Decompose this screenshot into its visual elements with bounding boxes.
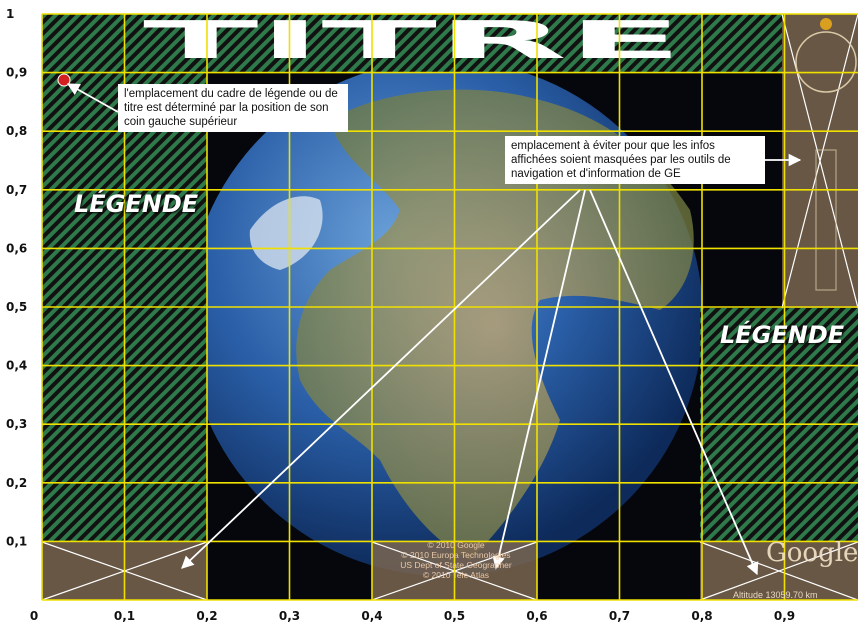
x-tick-label: 0,8 bbox=[691, 609, 712, 623]
arrow-to-bottom-center bbox=[492, 189, 586, 570]
x-tick-label: 0,1 bbox=[114, 609, 135, 623]
credit-line: US Dept of State Geographer bbox=[400, 560, 512, 570]
callout-corner: l'emplacement du cadre de légende ou de … bbox=[118, 84, 348, 132]
y-tick-label: 0,7 bbox=[6, 183, 27, 197]
y-tick-label: 0,3 bbox=[6, 417, 27, 431]
globe-cloud bbox=[249, 196, 323, 270]
map-credits: © 2010 Google © 2010 Europa Technologies… bbox=[376, 540, 536, 580]
legend-label-left: LÉGENDE bbox=[74, 190, 199, 218]
corner-marker-icon bbox=[57, 73, 71, 87]
y-tick-label: 0,5 bbox=[6, 300, 27, 314]
nav-zone-crosses bbox=[41, 13, 858, 601]
y-tick-label: 0,1 bbox=[6, 534, 27, 548]
y-tick-label: 0,8 bbox=[6, 124, 27, 138]
globe-landmass bbox=[296, 89, 694, 560]
y-axis-labels: 1 0,9 0,8 0,7 0,6 0,5 0,4 0,3 0,2 0,1 bbox=[6, 7, 27, 548]
x-tick-label: 0,3 bbox=[279, 609, 300, 623]
x-axis-labels: 0 0,1 0,2 0,3 0,4 0,5 0,6 0,7 0,8 0,9 bbox=[30, 609, 795, 623]
altitude-readout: Altitude 13059.70 km bbox=[733, 590, 818, 600]
x-tick-label: 0 bbox=[30, 609, 38, 623]
x-tick-label: 0,5 bbox=[444, 609, 465, 623]
x-tick-label: 0,9 bbox=[774, 609, 795, 623]
y-tick-label: 1 bbox=[6, 7, 14, 21]
y-tick-label: 0,4 bbox=[6, 359, 27, 373]
google-logo: Google bbox=[766, 538, 858, 568]
x-tick-label: 0,4 bbox=[361, 609, 382, 623]
zoom-slider-icon bbox=[815, 149, 837, 291]
callout-avoid-zone: emplacement à éviter pour que les infos … bbox=[505, 136, 765, 184]
y-tick-label: 0,2 bbox=[6, 476, 27, 490]
title-text: TITRE bbox=[143, 11, 683, 71]
legend-label-right: LÉGENDE bbox=[720, 321, 845, 349]
arrows bbox=[66, 83, 802, 576]
compass-north-icon bbox=[820, 18, 832, 30]
credit-line: © 2010 Google bbox=[427, 540, 485, 550]
compass-icon bbox=[795, 31, 857, 93]
title-zone bbox=[42, 14, 782, 72]
credit-line: © 2010 Europa Technologies bbox=[401, 550, 511, 560]
arrow-to-corner bbox=[66, 83, 119, 113]
credit-line: © 2010 Tele Atlas bbox=[422, 570, 490, 580]
arrow-to-bottom-left bbox=[181, 189, 581, 569]
y-tick-label: 0,9 bbox=[6, 66, 27, 80]
x-tick-label: 0,6 bbox=[526, 609, 547, 623]
x-tick-label: 0,2 bbox=[196, 609, 217, 623]
x-tick-label: 0,7 bbox=[609, 609, 630, 623]
y-tick-label: 0,6 bbox=[6, 241, 27, 255]
arrow-to-bottom-right bbox=[589, 189, 759, 576]
